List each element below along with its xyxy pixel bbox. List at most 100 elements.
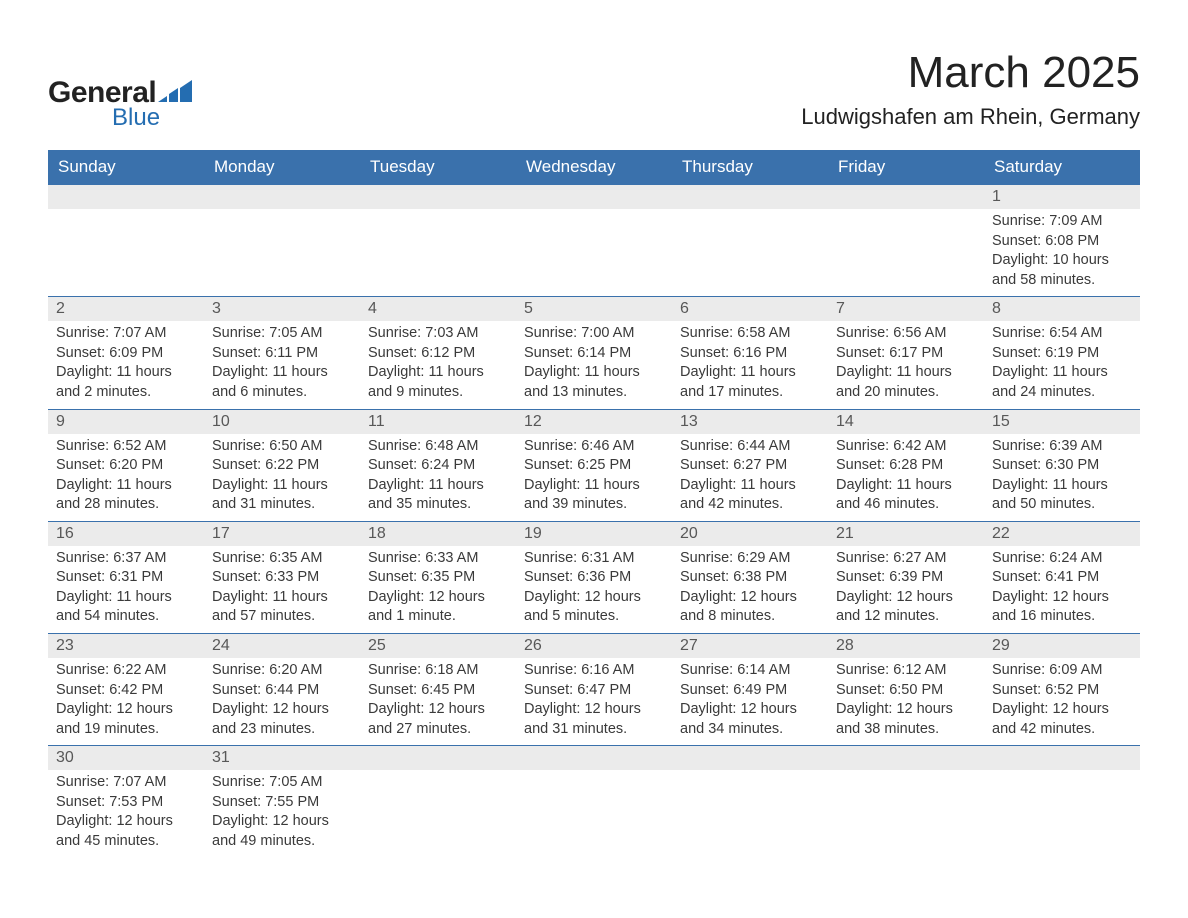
day-daylight2: and 27 minutes. [368,720,508,740]
day-sunrise: Sunrise: 7:05 AM [212,324,352,344]
day-daylight1: Daylight: 12 hours [56,812,196,832]
day-number [360,746,516,770]
month-year-title: March 2025 [801,48,1140,98]
calendar-cell: 14Sunrise: 6:42 AMSunset: 6:28 PMDayligh… [828,409,984,521]
calendar-cell [828,746,984,858]
calendar-cell: 15Sunrise: 6:39 AMSunset: 6:30 PMDayligh… [984,409,1140,521]
day-number [48,185,204,209]
calendar-cell: 31Sunrise: 7:05 AMSunset: 7:55 PMDayligh… [204,746,360,858]
day-sunset: Sunset: 6:47 PM [524,681,664,701]
calendar-page: General Blue March 2025 Ludwigshafen am … [0,0,1188,918]
day-details [204,209,360,287]
calendar-cell: 10Sunrise: 6:50 AMSunset: 6:22 PMDayligh… [204,409,360,521]
day-daylight2: and 5 minutes. [524,607,664,627]
day-sunrise: Sunrise: 6:33 AM [368,549,508,569]
day-number: 21 [828,522,984,546]
day-sunrise: Sunrise: 6:42 AM [836,437,976,457]
day-daylight1: Daylight: 12 hours [992,700,1132,720]
day-sunset: Sunset: 6:36 PM [524,568,664,588]
day-number: 17 [204,522,360,546]
day-sunset: Sunset: 6:31 PM [56,568,196,588]
day-sunrise: Sunrise: 6:48 AM [368,437,508,457]
day-daylight1: Daylight: 11 hours [680,476,820,496]
day-sunrise: Sunrise: 6:35 AM [212,549,352,569]
day-sunset: Sunset: 6:45 PM [368,681,508,701]
day-number: 10 [204,410,360,434]
day-sunrise: Sunrise: 6:09 AM [992,661,1132,681]
day-number: 7 [828,297,984,321]
day-sunset: Sunset: 6:17 PM [836,344,976,364]
calendar-cell: 12Sunrise: 6:46 AMSunset: 6:25 PMDayligh… [516,409,672,521]
day-daylight2: and 54 minutes. [56,607,196,627]
brand-logo: General Blue [48,48,192,132]
day-details: Sunrise: 6:09 AMSunset: 6:52 PMDaylight:… [984,658,1140,745]
day-daylight1: Daylight: 11 hours [56,476,196,496]
day-daylight2: and 20 minutes. [836,383,976,403]
day-sunrise: Sunrise: 6:27 AM [836,549,976,569]
day-sunset: Sunset: 6:27 PM [680,456,820,476]
day-number: 29 [984,634,1140,658]
day-daylight1: Daylight: 11 hours [524,476,664,496]
calendar-week-row: 16Sunrise: 6:37 AMSunset: 6:31 PMDayligh… [48,521,1140,633]
calendar-cell [828,185,984,297]
day-details: Sunrise: 6:18 AMSunset: 6:45 PMDaylight:… [360,658,516,745]
day-daylight2: and 42 minutes. [680,495,820,515]
day-sunrise: Sunrise: 6:16 AM [524,661,664,681]
day-number: 19 [516,522,672,546]
day-sunset: Sunset: 6:49 PM [680,681,820,701]
day-daylight1: Daylight: 12 hours [836,588,976,608]
day-sunrise: Sunrise: 7:07 AM [56,773,196,793]
day-daylight2: and 17 minutes. [680,383,820,403]
day-daylight1: Daylight: 11 hours [368,363,508,383]
calendar-cell [204,185,360,297]
day-daylight2: and 57 minutes. [212,607,352,627]
day-daylight1: Daylight: 11 hours [56,363,196,383]
weekday-header: Tuesday [360,150,516,185]
calendar-cell [672,746,828,858]
day-daylight2: and 9 minutes. [368,383,508,403]
page-header: General Blue March 2025 Ludwigshafen am … [48,48,1140,132]
calendar-cell: 20Sunrise: 6:29 AMSunset: 6:38 PMDayligh… [672,521,828,633]
calendar-cell: 11Sunrise: 6:48 AMSunset: 6:24 PMDayligh… [360,409,516,521]
day-number: 30 [48,746,204,770]
day-sunset: Sunset: 6:20 PM [56,456,196,476]
day-sunset: Sunset: 6:42 PM [56,681,196,701]
day-sunrise: Sunrise: 7:03 AM [368,324,508,344]
weekday-header: Monday [204,150,360,185]
day-number: 26 [516,634,672,658]
calendar-cell [516,746,672,858]
day-details [672,209,828,287]
day-details: Sunrise: 7:05 AMSunset: 6:11 PMDaylight:… [204,321,360,408]
day-daylight2: and 8 minutes. [680,607,820,627]
day-daylight2: and 50 minutes. [992,495,1132,515]
day-number: 1 [984,185,1140,209]
day-number: 31 [204,746,360,770]
day-daylight2: and 23 minutes. [212,720,352,740]
day-details: Sunrise: 7:00 AMSunset: 6:14 PMDaylight:… [516,321,672,408]
calendar-week-row: 30Sunrise: 7:07 AMSunset: 7:53 PMDayligh… [48,746,1140,858]
day-sunrise: Sunrise: 6:54 AM [992,324,1132,344]
day-daylight2: and 24 minutes. [992,383,1132,403]
calendar-cell: 13Sunrise: 6:44 AMSunset: 6:27 PMDayligh… [672,409,828,521]
day-number [828,185,984,209]
day-daylight1: Daylight: 12 hours [212,812,352,832]
day-details: Sunrise: 6:58 AMSunset: 6:16 PMDaylight:… [672,321,828,408]
day-sunset: Sunset: 6:28 PM [836,456,976,476]
day-sunset: Sunset: 6:38 PM [680,568,820,588]
day-daylight1: Daylight: 11 hours [56,588,196,608]
day-daylight2: and 2 minutes. [56,383,196,403]
day-number: 22 [984,522,1140,546]
day-sunrise: Sunrise: 6:14 AM [680,661,820,681]
day-number [516,746,672,770]
day-daylight2: and 58 minutes. [992,271,1132,291]
day-daylight2: and 16 minutes. [992,607,1132,627]
day-number [828,746,984,770]
calendar-cell: 19Sunrise: 6:31 AMSunset: 6:36 PMDayligh… [516,521,672,633]
day-sunset: Sunset: 6:44 PM [212,681,352,701]
day-details [48,209,204,287]
day-details: Sunrise: 6:27 AMSunset: 6:39 PMDaylight:… [828,546,984,633]
day-number: 24 [204,634,360,658]
day-details [516,770,672,848]
day-daylight2: and 31 minutes. [212,495,352,515]
day-number: 20 [672,522,828,546]
